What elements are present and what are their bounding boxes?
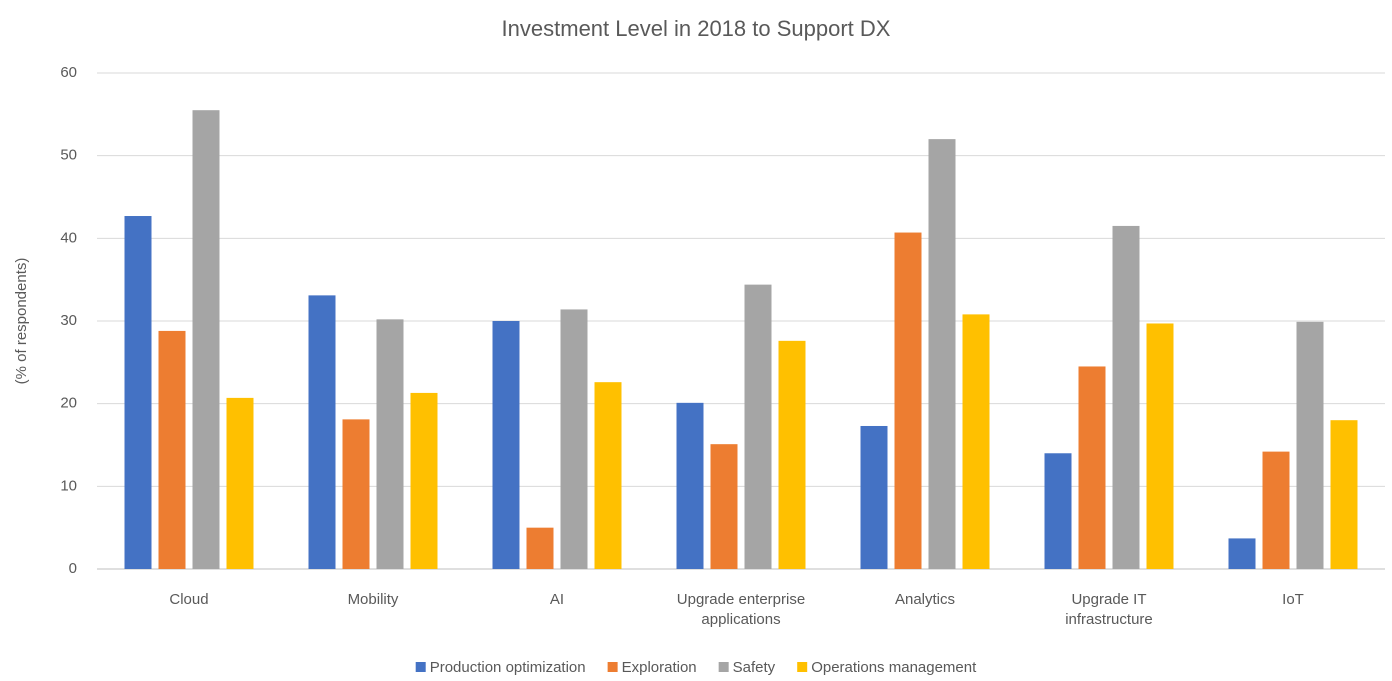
bar (226, 397, 254, 569)
bar (1330, 420, 1358, 569)
legend-label: Safety (733, 659, 776, 676)
bar (860, 425, 888, 569)
bar (492, 321, 520, 569)
bar (710, 444, 738, 569)
legend-label: Exploration (622, 659, 697, 676)
bar (526, 527, 554, 569)
bar (376, 319, 404, 569)
bar (1228, 538, 1256, 569)
bar (778, 340, 806, 569)
legend-swatch (607, 662, 618, 672)
x-tick-label: AI (549, 591, 565, 608)
x-tick-label: Cloud (169, 591, 209, 608)
x-tick-label: Upgrade IT infrastructure (1065, 591, 1153, 628)
y-tick-label: 40 (60, 229, 77, 246)
legend-label: Production optimization (430, 659, 586, 676)
bar (342, 419, 370, 569)
bar (124, 216, 152, 569)
bar (676, 402, 704, 569)
bar (962, 314, 990, 569)
x-tick-label: IoT (1282, 591, 1304, 608)
bar (1296, 321, 1324, 569)
legend-swatch (718, 662, 729, 672)
y-tick-label: 20 (60, 395, 77, 412)
y-tick-label: 30 (60, 312, 77, 329)
y-axis-label: (% of respondents) (13, 258, 30, 385)
y-tick-label: 0 (69, 560, 77, 577)
bar (158, 330, 186, 569)
bar (1112, 225, 1140, 569)
bar (1262, 451, 1290, 569)
bar (560, 309, 588, 569)
bar (1078, 366, 1106, 569)
legend-label: Operations management (811, 659, 977, 676)
bar (1044, 453, 1072, 569)
x-tick-label: Mobility (347, 591, 399, 608)
y-tick-label: 60 (60, 64, 77, 81)
y-tick-label: 50 (60, 147, 77, 164)
x-tick-label: Analytics (894, 591, 956, 608)
bar (744, 284, 772, 569)
bar (594, 382, 622, 569)
chart-title: Investment Level in 2018 to Support DX (502, 16, 891, 41)
bar (894, 232, 922, 569)
legend-swatch (415, 662, 426, 672)
bar (1146, 323, 1174, 569)
bar (928, 139, 956, 569)
x-tick-label: Upgrade enterprise applications (676, 591, 806, 628)
y-tick-label: 10 (60, 477, 77, 494)
bar (308, 295, 336, 569)
bar (192, 110, 220, 569)
legend-swatch (797, 662, 808, 672)
bar (410, 392, 438, 569)
